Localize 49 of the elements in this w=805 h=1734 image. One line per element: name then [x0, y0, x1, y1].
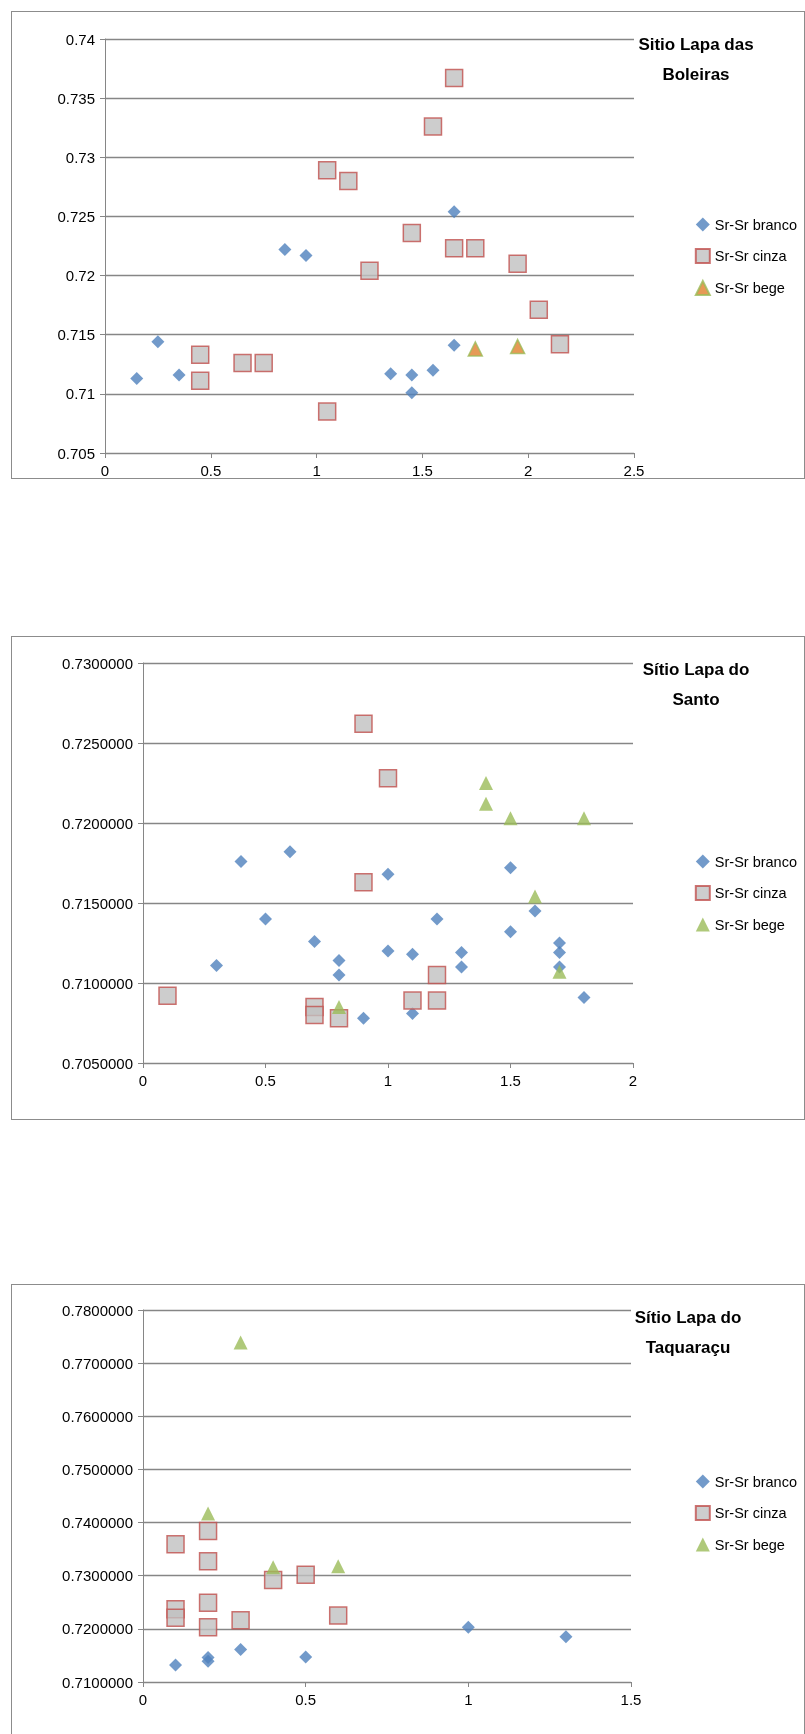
- y-tick-label: 0.7400000: [62, 1514, 133, 1532]
- y-tick-label: 0.74: [65, 30, 95, 48]
- x-tick-label: 2: [524, 462, 533, 479]
- y-tick-label: 0.7300000: [62, 1567, 133, 1585]
- x-tick-label: 1.5: [620, 1691, 642, 1708]
- legend-label: Sr-Sr cinza: [714, 885, 788, 901]
- y-tick-label: 0.71: [65, 385, 95, 403]
- y-tick-label: 0.725: [57, 207, 95, 225]
- x-tick-label: 1: [312, 462, 321, 479]
- text: Sitio Lapa das Boleiras: [637, 34, 755, 86]
- legend-label: Sr-Sr branco: [714, 853, 798, 870]
- x-tick-label: 1.5: [411, 462, 433, 479]
- y-tick-label: 0.705: [57, 444, 95, 462]
- x-tick-label: 0.5: [200, 462, 222, 479]
- legend-label: Sr-Sr branco: [714, 1473, 798, 1490]
- legend-label: Sr-Sr cinza: [714, 248, 788, 264]
- legend-label: Sr-Sr branco: [714, 216, 798, 233]
- y-tick-label: 0.7200000: [62, 1620, 133, 1638]
- y-tick-label: 0.7500000: [62, 1460, 133, 1478]
- y-tick-label: 0.7150000: [62, 894, 133, 912]
- y-tick-label: 0.7100000: [62, 974, 133, 992]
- legend-label: Sr-Sr bege: [714, 1536, 785, 1553]
- x-tick-label: 1.5: [500, 1072, 521, 1089]
- y-tick-label: 0.7200000: [62, 814, 133, 832]
- x-tick-label: 2: [628, 1072, 638, 1089]
- y-tick-label: 0.7250000: [62, 734, 133, 752]
- x-tick-label: 0.5: [255, 1072, 276, 1089]
- x-tick-label: 1: [383, 1072, 393, 1089]
- y-tick-label: 0.735: [57, 89, 95, 107]
- text: Sítio Lapa do Santo: [641, 659, 751, 711]
- legend-label: Sr-Sr bege: [714, 916, 785, 933]
- y-tick-label: 0.7300000: [62, 654, 133, 672]
- y-tick-label: 0.7600000: [62, 1407, 133, 1425]
- y-tick-label: 0.7800000: [62, 1301, 133, 1319]
- y-tick-label: 0.7100000: [62, 1673, 133, 1691]
- y-tick-label: 0.72: [65, 267, 95, 285]
- x-tick-label: 0: [138, 1691, 148, 1708]
- y-tick-label: 0.715: [57, 326, 95, 344]
- y-tick-label: 0.7050000: [62, 1054, 133, 1072]
- text: Sítio Lapa do Taquaraçu: [633, 1307, 743, 1359]
- x-tick-label: 0: [138, 1072, 148, 1089]
- x-tick-label: 0: [100, 462, 110, 479]
- legend-label: Sr-Sr cinza: [714, 1505, 788, 1521]
- x-tick-label: 1: [464, 1691, 473, 1708]
- x-tick-label: 2.5: [623, 462, 645, 479]
- legend-label: Sr-Sr bege: [714, 280, 785, 296]
- x-tick-label: 0.5: [295, 1691, 317, 1708]
- y-tick-label: 0.7700000: [62, 1354, 133, 1372]
- y-tick-label: 0.73: [65, 148, 95, 166]
